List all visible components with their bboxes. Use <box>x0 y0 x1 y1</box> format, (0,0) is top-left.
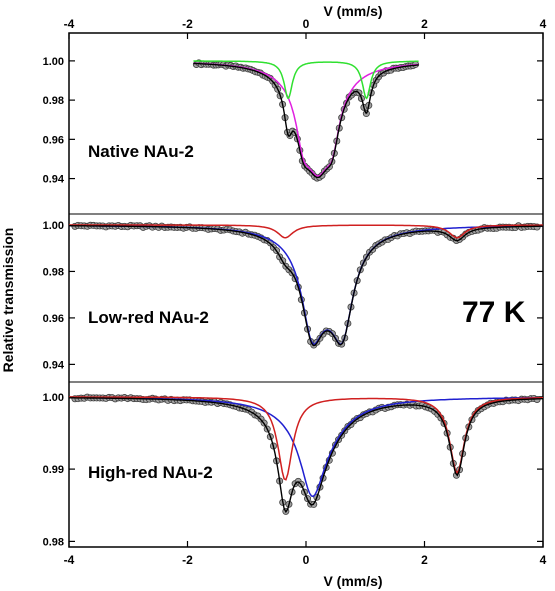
temperature-label: 77 K <box>462 296 526 329</box>
y-tick-label: 0.99 <box>43 464 64 476</box>
spectrum-panel-1: 1.00 0.98 0.96 0.94 <box>43 213 543 371</box>
x-tick-label-top: -2 <box>182 17 193 31</box>
series-line-inner <box>193 60 419 100</box>
y-tick-label: 0.98 <box>43 536 64 548</box>
x-tick-label-top: 4 <box>540 17 547 31</box>
x-axis-label-bottom: V (mm/s) <box>323 573 382 589</box>
x-tick-label-bottom: 2 <box>421 553 428 567</box>
series-line-fit <box>69 397 543 514</box>
series-line-outer <box>193 62 419 177</box>
series-line-red <box>69 224 543 239</box>
y-tick-label: 1.00 <box>43 392 64 404</box>
y-axis-label: Relative transmission <box>0 228 16 373</box>
series-line-fit <box>69 225 543 347</box>
x-tick-label-top: 2 <box>421 17 428 31</box>
spectrum-panel-0: 1.00 0.98 0.96 0.94 <box>43 56 543 186</box>
y-tick-label: 0.96 <box>43 313 64 325</box>
y-tick-label: 0.98 <box>43 266 64 278</box>
spectrum-panel-2: 1.00 0.99 0.98 <box>43 381 544 548</box>
y-tick-label: 0.94 <box>43 359 65 371</box>
panel-label-high-red: High-red NAu-2 <box>88 463 213 482</box>
x-tick-label-top: -4 <box>64 17 75 31</box>
x-tick-label-bottom: -2 <box>182 553 193 567</box>
x-tick-label-bottom: 4 <box>540 553 547 567</box>
y-tick-label: 1.00 <box>43 220 64 232</box>
text-labels: V (mm/s) V (mm/s) Relative transmission … <box>0 3 526 589</box>
panel-label-low-red: Low-red NAu-2 <box>88 308 209 327</box>
y-tick-label: 0.94 <box>43 174 65 186</box>
y-tick-label: 0.96 <box>43 134 64 146</box>
x-tick-label-top: 0 <box>303 17 310 31</box>
x-axis-ticks: -4 -4 -2 -2 0 0 2 2 4 4 <box>64 17 547 567</box>
x-axis-label-top: V (mm/s) <box>323 3 382 19</box>
panel-label-native: Native NAu-2 <box>88 142 194 161</box>
x-tick-label-bottom: -4 <box>64 553 75 567</box>
y-tick-label: 1.00 <box>43 56 64 68</box>
series-line-fit <box>193 62 419 179</box>
spectra-panels: 1.00 0.98 0.96 0.94 1.00 0.98 0.96 0.94 1.00 0.99… <box>43 56 544 548</box>
x-tick-label-bottom: 0 <box>303 553 310 567</box>
y-tick-label: 0.98 <box>43 95 64 107</box>
